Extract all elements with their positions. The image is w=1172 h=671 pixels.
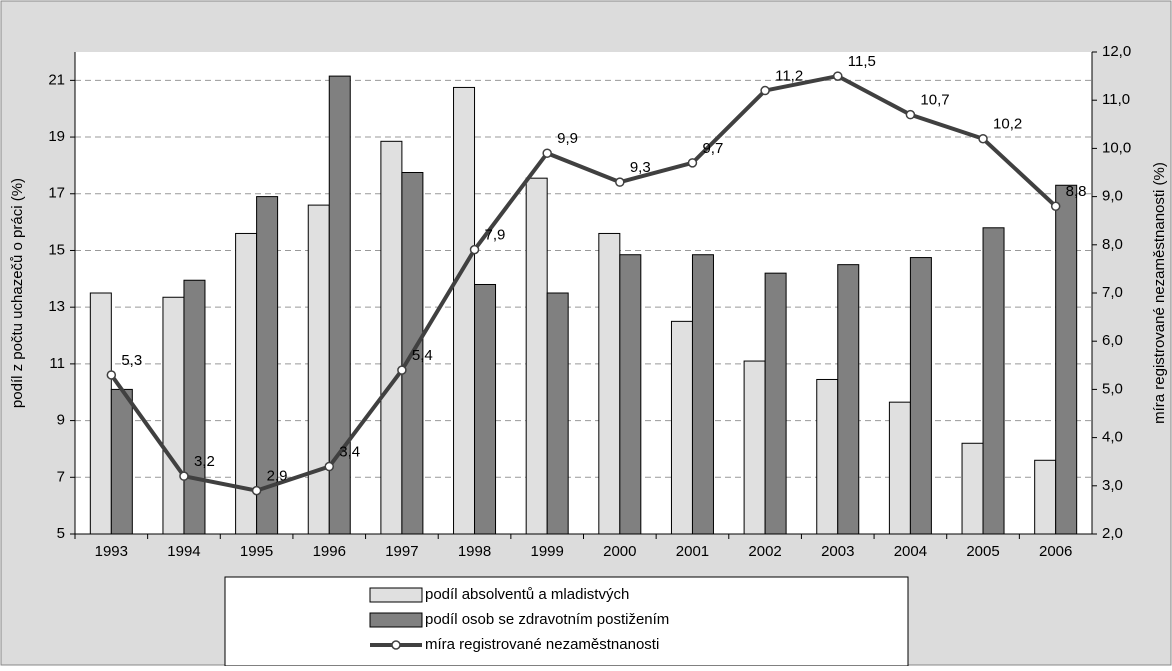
line-point xyxy=(760,85,770,96)
bar xyxy=(764,272,787,535)
line-point xyxy=(324,461,334,472)
data-label: 9,3 xyxy=(630,159,651,176)
x-tick-label: 2001 xyxy=(676,543,709,560)
y-tick-label: 19 xyxy=(48,128,65,145)
x-tick-label: 1994 xyxy=(167,543,200,560)
y-tick-label: 9 xyxy=(57,412,65,429)
bar xyxy=(670,320,693,535)
legend-label: podíl osob se zdravotním postižením xyxy=(425,611,669,628)
y2-axis-label: míra registrované nezaměstnanosti (%) xyxy=(1151,162,1168,424)
bar xyxy=(909,257,932,535)
line-point xyxy=(106,370,117,380)
line-point xyxy=(615,177,625,187)
bar xyxy=(453,86,476,535)
y2-tick-label: 2,0 xyxy=(1102,525,1123,542)
legend xyxy=(224,576,909,667)
line-point xyxy=(905,109,916,120)
x-tick-label: 1999 xyxy=(530,543,563,560)
y2-tick-label: 11,0 xyxy=(1102,91,1130,108)
line-point xyxy=(687,158,698,168)
y-tick-label: 15 xyxy=(48,241,65,258)
line-point xyxy=(833,71,843,81)
x-tick-label: 1997 xyxy=(385,543,418,560)
data-label: 9,7 xyxy=(702,140,723,157)
bar xyxy=(89,292,112,535)
y-tick-label: 11 xyxy=(49,355,65,372)
y2-tick-label: 4,0 xyxy=(1102,429,1123,446)
y-axis-label: podíl z počtu uchazečů o práci (%) xyxy=(9,178,26,408)
data-label: 8,8 xyxy=(1066,183,1087,200)
data-label: 3,4 xyxy=(339,443,360,460)
bar xyxy=(474,283,497,535)
data-label: 10,7 xyxy=(920,92,949,109)
data-label: 11,5 xyxy=(848,53,876,70)
x-tick-label: 1998 xyxy=(458,543,491,560)
bar xyxy=(1055,184,1078,535)
bar xyxy=(888,401,911,535)
data-label: 5,4 xyxy=(412,347,433,364)
y-tick-label: 21 xyxy=(48,71,65,88)
bar xyxy=(837,264,860,535)
y-tick-label: 17 xyxy=(48,185,65,202)
line xyxy=(109,73,1058,493)
bar xyxy=(598,232,621,535)
y2-tick-label: 6,0 xyxy=(1102,332,1123,349)
y-tick-label: 13 xyxy=(48,298,65,315)
line-point xyxy=(978,134,988,144)
bar xyxy=(162,296,185,535)
bar xyxy=(307,204,330,535)
y2-tick-label: 9,0 xyxy=(1102,188,1123,205)
y2-tick-label: 7,0 xyxy=(1102,284,1123,301)
bar xyxy=(619,254,642,535)
data-label: 2,9 xyxy=(267,468,288,485)
line-point xyxy=(397,365,407,375)
bar xyxy=(525,177,548,535)
data-label: 5,3 xyxy=(121,352,142,369)
x-tick-label: 2006 xyxy=(1039,543,1072,560)
data-label: 11,2 xyxy=(775,68,803,85)
x-tick-label: 2000 xyxy=(603,543,636,560)
legend-key xyxy=(369,612,423,628)
legend-label: míra registrované nezaměstnanosti xyxy=(425,636,659,653)
bar xyxy=(110,388,133,535)
y2-tick-label: 3,0 xyxy=(1102,477,1123,494)
bar xyxy=(982,227,1005,535)
x-tick-label: 2003 xyxy=(821,543,854,560)
line-point xyxy=(1050,201,1061,211)
bar xyxy=(816,378,839,535)
y2-tick-label: 5,0 xyxy=(1102,380,1123,397)
data-label: 9,9 xyxy=(557,130,578,147)
bar xyxy=(691,254,714,535)
bar xyxy=(546,292,569,535)
x-tick-label: 2002 xyxy=(748,543,781,560)
y-tick-label: 7 xyxy=(57,468,65,485)
x-tick-label: 2004 xyxy=(894,543,927,560)
y2-tick-label: 10,0 xyxy=(1102,139,1131,156)
x-tick-label: 1995 xyxy=(240,543,273,560)
line-point xyxy=(542,148,552,158)
y2-tick-label: 12,0 xyxy=(1102,43,1131,60)
x-tick-label: 1993 xyxy=(95,543,128,560)
legend-key xyxy=(391,640,401,650)
bar xyxy=(743,360,766,535)
legend-label: podíl absolventů a mladistvých xyxy=(425,586,629,603)
legend-key xyxy=(369,587,423,603)
x-tick-label: 2005 xyxy=(966,543,999,560)
data-label: 10,2 xyxy=(993,116,1022,133)
line-point xyxy=(179,471,189,481)
x-tick-label: 1996 xyxy=(313,543,346,560)
bar xyxy=(1034,459,1057,535)
data-label: 3,2 xyxy=(194,453,215,470)
bar xyxy=(380,140,403,535)
data-label: 7,9 xyxy=(485,227,506,244)
line-point xyxy=(251,485,262,496)
line-point xyxy=(469,244,480,255)
bar xyxy=(961,442,984,535)
y2-tick-label: 8,0 xyxy=(1102,236,1123,253)
bar xyxy=(183,279,206,535)
y-tick-label: 5 xyxy=(57,525,65,542)
